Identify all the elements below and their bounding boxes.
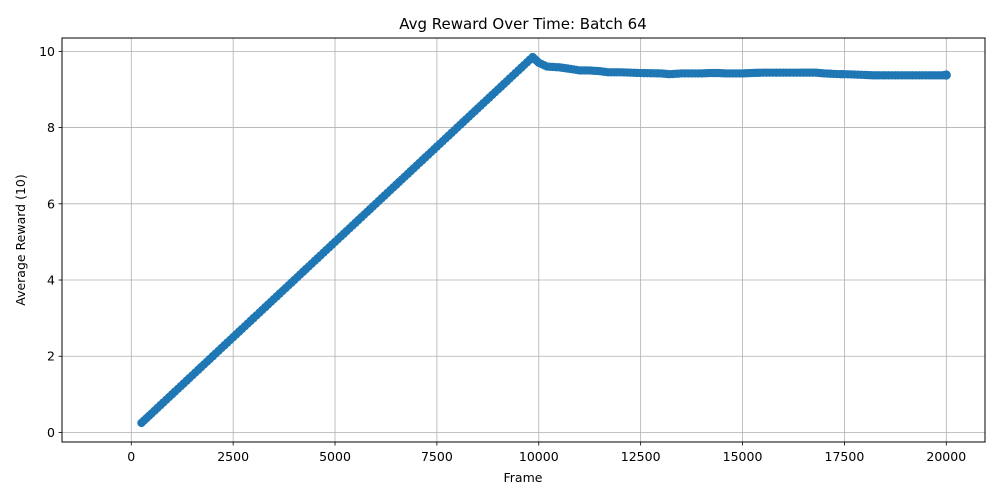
y-tick-label: 2: [47, 349, 55, 364]
series-line: [140, 55, 947, 424]
y-tick-label: 0: [47, 425, 55, 440]
x-tick-label: 5000: [319, 449, 351, 464]
y-tick-label: 4: [47, 273, 55, 288]
y-axis: 0 2 4 6 8 10: [39, 44, 62, 440]
x-tick-label: 2500: [217, 449, 249, 464]
x-tick-label: 7500: [421, 449, 453, 464]
y-tick-label: 10: [39, 44, 55, 59]
y-axis-label: Average Reward (10): [13, 174, 28, 306]
x-tick-label: 12500: [621, 449, 661, 464]
y-tick-label: 6: [47, 196, 55, 211]
x-axis: 0 2500 5000 7500 10000 12500 15000 17500 20000: [127, 442, 966, 464]
x-axis-label: Frame: [504, 470, 543, 485]
x-tick-label: 15000: [723, 449, 763, 464]
x-tick-label: 10000: [519, 449, 559, 464]
x-tick-label: 17500: [825, 449, 865, 464]
plot-frame: [61, 37, 986, 443]
chart-title: Avg Reward Over Time: Batch 64: [399, 15, 647, 33]
data-point-marker: [941, 70, 951, 80]
plot-area: [137, 52, 951, 428]
grid-lines: [62, 38, 985, 442]
x-tick-label: 0: [127, 449, 135, 464]
x-tick-label: 20000: [926, 449, 966, 464]
y-tick-label: 8: [47, 120, 55, 135]
